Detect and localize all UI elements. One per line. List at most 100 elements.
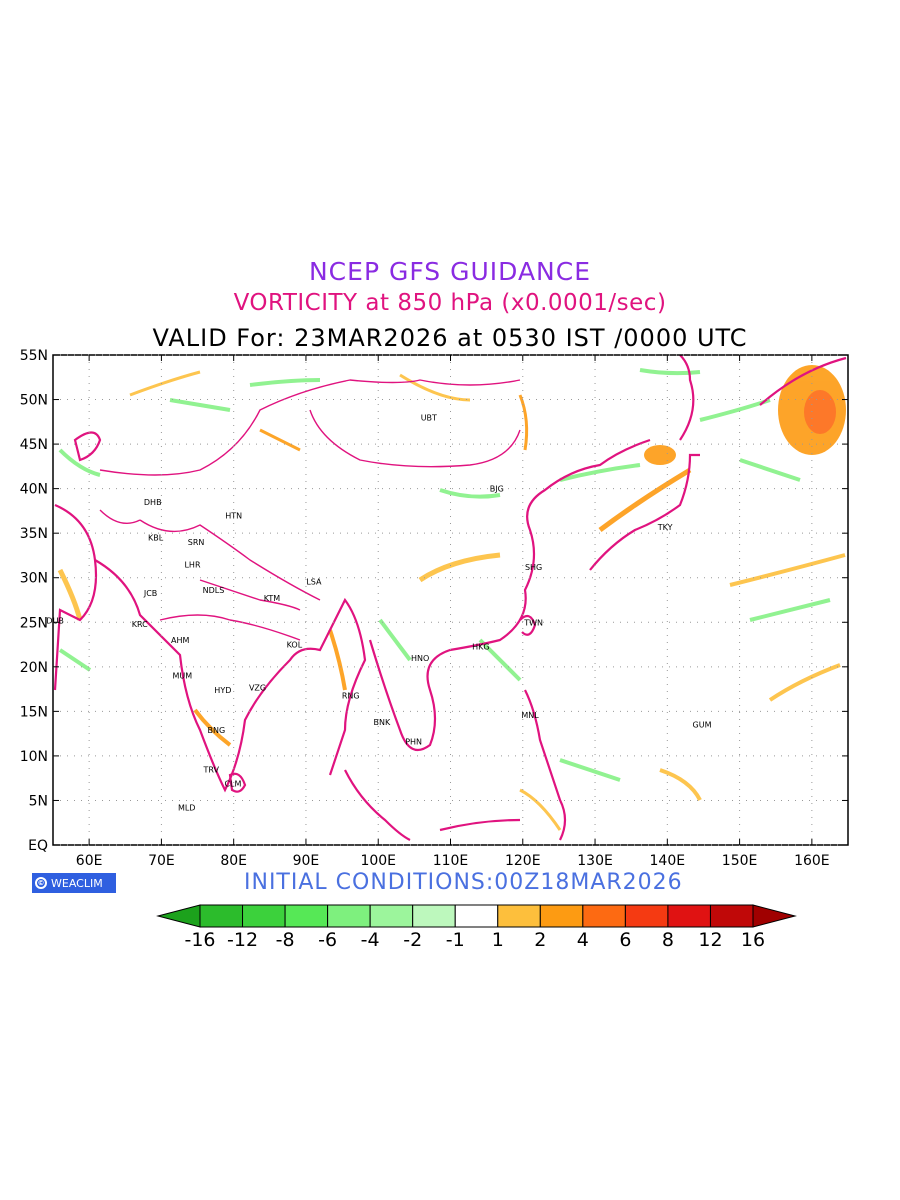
- legend-label: 2: [534, 929, 547, 951]
- station-label: VZG: [249, 683, 266, 692]
- lat-tick-label: 15N: [20, 704, 48, 720]
- legend-label: -2: [403, 929, 423, 951]
- legend-label: 8: [661, 929, 674, 951]
- legend-label: -6: [318, 929, 338, 951]
- lat-tick-label: 50N: [20, 393, 48, 409]
- station-label: DUB: [46, 616, 64, 625]
- legend-swatch: [369, 904, 414, 928]
- longitude-axis: 60E 70E 80E 90E 100E 110E 120E 130E 140E 150E 160E: [76, 355, 830, 869]
- station-labels: UBT BJG DHB HTN KBL SRN LHR LSA SHG TKY JCB NDLS KTM…: [46, 413, 711, 812]
- station-label: HYD: [214, 686, 231, 695]
- lat-tick-label: 40N: [20, 482, 48, 498]
- lat-tick-label: 5N: [29, 793, 48, 809]
- lat-tick-label: 35N: [20, 526, 48, 542]
- lon-tick-label: 160E: [794, 853, 830, 869]
- coastlines: [53, 355, 847, 841]
- lon-tick-label: 150E: [722, 853, 758, 869]
- legend-label: 1: [491, 929, 504, 951]
- lat-tick-label: 25N: [20, 615, 48, 631]
- initial-conditions-text: INITIAL CONDITIONS:00Z18MAR2026: [244, 870, 683, 895]
- legend-label: 16: [740, 929, 766, 951]
- station-label: JCB: [143, 589, 157, 598]
- station-label: CLM: [224, 780, 241, 789]
- lon-tick-label: 120E: [505, 853, 541, 869]
- lat-tick-label: 10N: [20, 749, 48, 765]
- latitude-axis: 55N 50N 45N 40N 35N 30N 25N 20N 15N 10N 5N EQ: [20, 348, 848, 854]
- station-label: BJG: [490, 485, 504, 494]
- valid-time-line: VALID For: 23MAR2026 at 0530 IST /0000 U…: [152, 324, 748, 352]
- variable-subtitle: VORTICITY at 850 hPa (x0.0001/sec): [233, 290, 667, 316]
- lon-tick-label: 60E: [76, 853, 103, 869]
- legend-swatch: [327, 904, 371, 928]
- station-label: MLD: [178, 804, 196, 813]
- station-label: TKY: [657, 523, 673, 532]
- legend-swatch: [624, 904, 669, 928]
- station-label: LSA: [306, 577, 322, 586]
- station-label: KRC: [132, 620, 148, 629]
- station-label: AHM: [171, 636, 189, 645]
- station-label: SRN: [188, 538, 205, 547]
- weaclim-logo: © WEACLIM: [32, 873, 116, 893]
- positive-vorticity-patches: [57, 365, 846, 831]
- legend-label: -12: [227, 929, 259, 951]
- legend-label: 12: [698, 929, 723, 951]
- page-title: NCEP GFS GUIDANCE: [308, 257, 591, 286]
- lat-tick-label: 30N: [20, 571, 48, 587]
- lat-tick-label: 20N: [20, 660, 48, 676]
- map-field: [57, 365, 846, 831]
- station-label: HKG: [472, 642, 489, 651]
- station-label: KTM: [264, 594, 281, 603]
- legend-label: 4: [576, 929, 589, 951]
- station-label: MUM: [173, 672, 193, 681]
- lon-tick-label: 70E: [148, 853, 175, 869]
- legend-swatch: [539, 904, 584, 928]
- lon-tick-label: 140E: [650, 853, 686, 869]
- legend-label: -16: [184, 929, 216, 951]
- legend-label: 6: [619, 929, 632, 951]
- station-label: HNO: [411, 654, 429, 663]
- lon-tick-label: 100E: [360, 853, 396, 869]
- station-label: KBL: [148, 534, 164, 543]
- station-label: UBT: [421, 413, 437, 422]
- lat-tick-label: 45N: [20, 437, 48, 453]
- lon-tick-label: 110E: [433, 853, 469, 869]
- legend-label: -4: [360, 929, 380, 951]
- station-label: SHG: [525, 563, 542, 572]
- station-label: KOL: [287, 641, 303, 650]
- legend-swatch: [454, 904, 499, 928]
- station-label: LHR: [184, 560, 200, 569]
- country-borders: [99, 379, 521, 641]
- station-label: NDLS: [203, 586, 225, 595]
- station-label: RNG: [342, 691, 360, 700]
- color-legend: [156, 904, 797, 928]
- lon-tick-label: 80E: [220, 853, 247, 869]
- legend-swatch: [412, 904, 456, 928]
- legend-label: -8: [275, 929, 295, 951]
- legend-swatch: [284, 904, 329, 928]
- legend-label: -1: [445, 929, 465, 951]
- station-label: PHN: [405, 738, 422, 747]
- copyright-icon: ©: [35, 877, 47, 889]
- station-label: TWN: [523, 618, 543, 627]
- lat-tick-label: 55N: [20, 348, 48, 364]
- station-label: TRV: [203, 765, 220, 774]
- station-label: HTN: [225, 511, 242, 520]
- lon-tick-label: 130E: [577, 853, 613, 869]
- legend-swatch: [497, 904, 541, 928]
- station-label: DHB: [144, 498, 162, 507]
- legend-swatch: [709, 904, 754, 928]
- legend-swatch: [667, 904, 711, 928]
- legend-swatch: [582, 904, 626, 928]
- lat-tick-label: EQ: [28, 838, 48, 854]
- negative-vorticity-patches: [58, 368, 831, 782]
- station-label: GUM: [693, 721, 712, 730]
- legend-swatch-high-arrow: [752, 904, 797, 928]
- legend-swatch: [242, 904, 286, 928]
- lon-tick-label: 90E: [293, 853, 320, 869]
- legend-swatch: [199, 904, 244, 928]
- logo-text: WEACLIM: [51, 876, 103, 890]
- station-label: BNK: [373, 718, 390, 727]
- station-label: MNL: [521, 711, 539, 720]
- legend-labels: -16 -12 -8 -6 -4 -2 -1 1 2 4 6 8 12 16: [0, 929, 900, 953]
